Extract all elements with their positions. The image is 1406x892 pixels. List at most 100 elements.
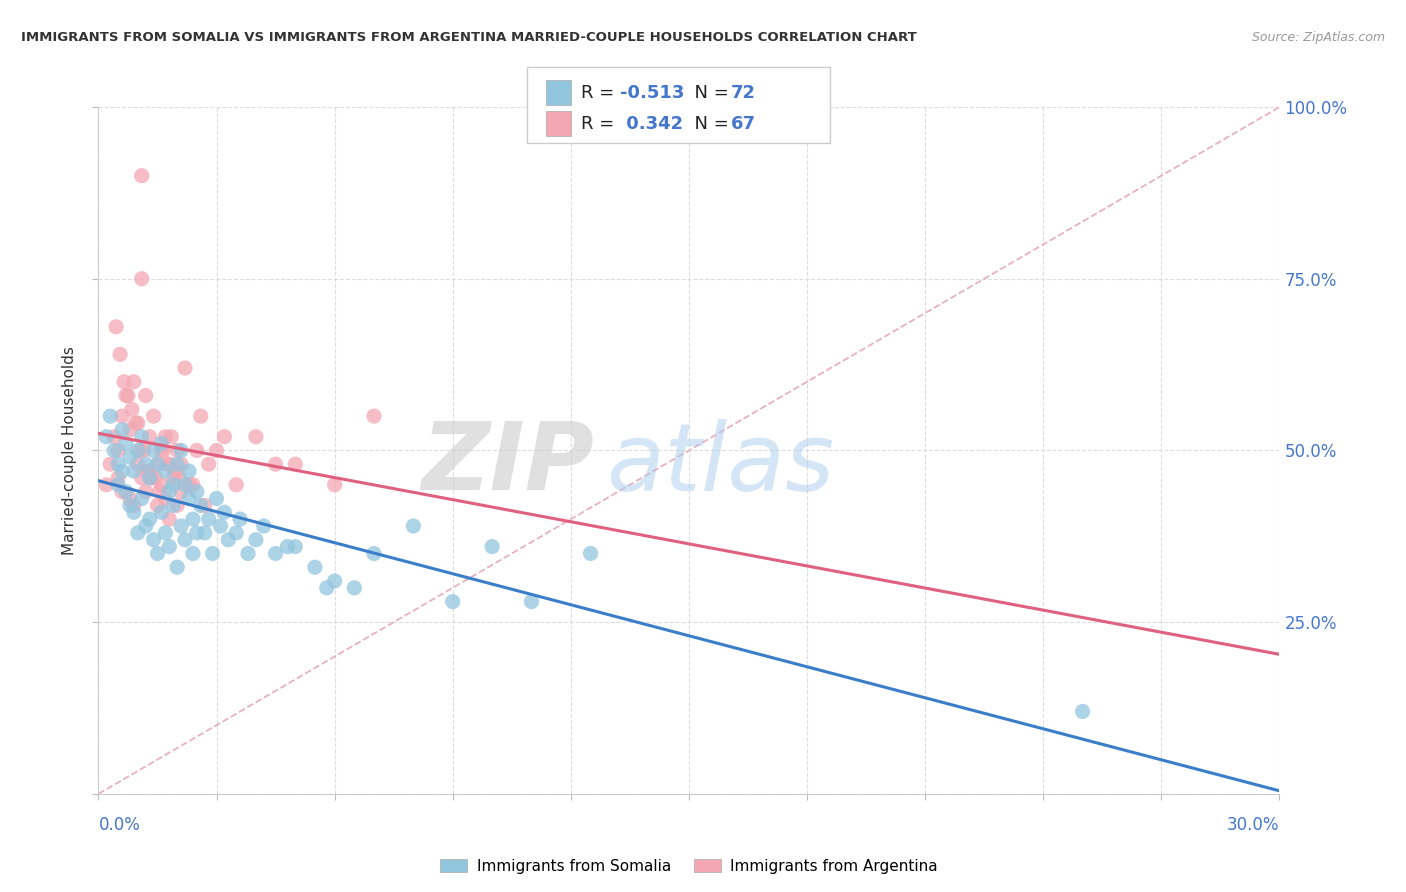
Point: [174, 478, 197, 492]
Point: [138, 464, 160, 478]
Point: [135, 519, 157, 533]
Text: ZIP: ZIP: [422, 418, 595, 510]
Point: [304, 560, 326, 574]
Legend: Immigrants from Somalia, Immigrants from Argentina: Immigrants from Somalia, Immigrants from…: [434, 853, 943, 880]
Point: [209, 519, 232, 533]
Point: [141, 471, 163, 485]
Point: [225, 525, 247, 540]
Point: [245, 533, 267, 547]
Point: [128, 443, 150, 458]
Point: [135, 457, 157, 471]
Point: [150, 443, 173, 458]
Point: [152, 443, 174, 458]
Point: [103, 430, 125, 444]
Point: [181, 546, 204, 561]
Point: [225, 478, 247, 492]
Point: [155, 491, 177, 506]
Point: [1071, 705, 1094, 719]
Point: [118, 450, 141, 465]
Y-axis label: Married-couple Households: Married-couple Households: [62, 346, 77, 555]
Point: [131, 491, 153, 506]
Point: [170, 457, 193, 471]
Point: [118, 491, 141, 506]
Point: [194, 499, 217, 513]
Point: [236, 546, 259, 561]
Point: [115, 388, 138, 402]
Point: [276, 540, 298, 554]
Point: [135, 388, 157, 402]
Text: 30.0%: 30.0%: [1227, 816, 1279, 834]
Point: [323, 574, 346, 588]
Point: [138, 430, 160, 444]
Point: [229, 512, 252, 526]
Point: [96, 478, 118, 492]
Point: [131, 430, 153, 444]
Point: [111, 484, 134, 499]
Point: [363, 409, 385, 424]
Point: [121, 402, 143, 417]
Text: 67: 67: [731, 114, 756, 133]
Point: [118, 499, 141, 513]
Point: [157, 457, 180, 471]
Point: [127, 443, 149, 458]
Point: [111, 464, 134, 478]
Point: [181, 512, 204, 526]
Point: [111, 409, 134, 424]
Point: [441, 594, 464, 608]
Point: [138, 471, 160, 485]
Point: [122, 499, 145, 513]
Point: [190, 499, 212, 513]
Point: [105, 319, 128, 334]
Point: [245, 430, 267, 444]
Point: [107, 478, 129, 492]
Point: [111, 423, 134, 437]
Point: [131, 169, 153, 183]
Text: N =: N =: [683, 84, 735, 102]
Point: [363, 546, 385, 561]
Point: [142, 443, 165, 458]
Point: [520, 594, 543, 608]
Point: [117, 388, 139, 402]
Point: [122, 375, 145, 389]
Point: [162, 478, 184, 492]
Point: [107, 457, 129, 471]
Point: [148, 484, 170, 499]
Point: [166, 499, 188, 513]
Point: [122, 464, 145, 478]
Text: 0.0%: 0.0%: [98, 816, 141, 834]
Point: [177, 478, 200, 492]
Point: [131, 471, 153, 485]
Point: [579, 546, 602, 561]
Point: [146, 457, 169, 471]
Point: [343, 581, 366, 595]
Point: [112, 375, 135, 389]
Point: [96, 430, 118, 444]
Point: [103, 443, 125, 458]
Text: R =: R =: [581, 114, 620, 133]
Point: [108, 347, 131, 361]
Point: [136, 464, 159, 478]
Point: [155, 525, 177, 540]
Point: [156, 457, 179, 471]
Point: [115, 436, 138, 450]
Point: [146, 546, 169, 561]
Point: [145, 471, 167, 485]
Point: [157, 540, 180, 554]
Point: [135, 484, 157, 499]
Point: [205, 443, 228, 458]
Point: [253, 519, 276, 533]
Point: [157, 512, 180, 526]
Point: [150, 436, 173, 450]
Point: [214, 505, 236, 519]
Point: [142, 409, 165, 424]
Point: [323, 478, 346, 492]
Point: [107, 443, 129, 458]
Text: Source: ZipAtlas.com: Source: ZipAtlas.com: [1251, 31, 1385, 45]
Point: [166, 457, 188, 471]
Point: [284, 540, 307, 554]
Point: [115, 484, 138, 499]
Point: [205, 491, 228, 506]
Point: [481, 540, 503, 554]
Point: [170, 443, 193, 458]
Point: [194, 525, 217, 540]
